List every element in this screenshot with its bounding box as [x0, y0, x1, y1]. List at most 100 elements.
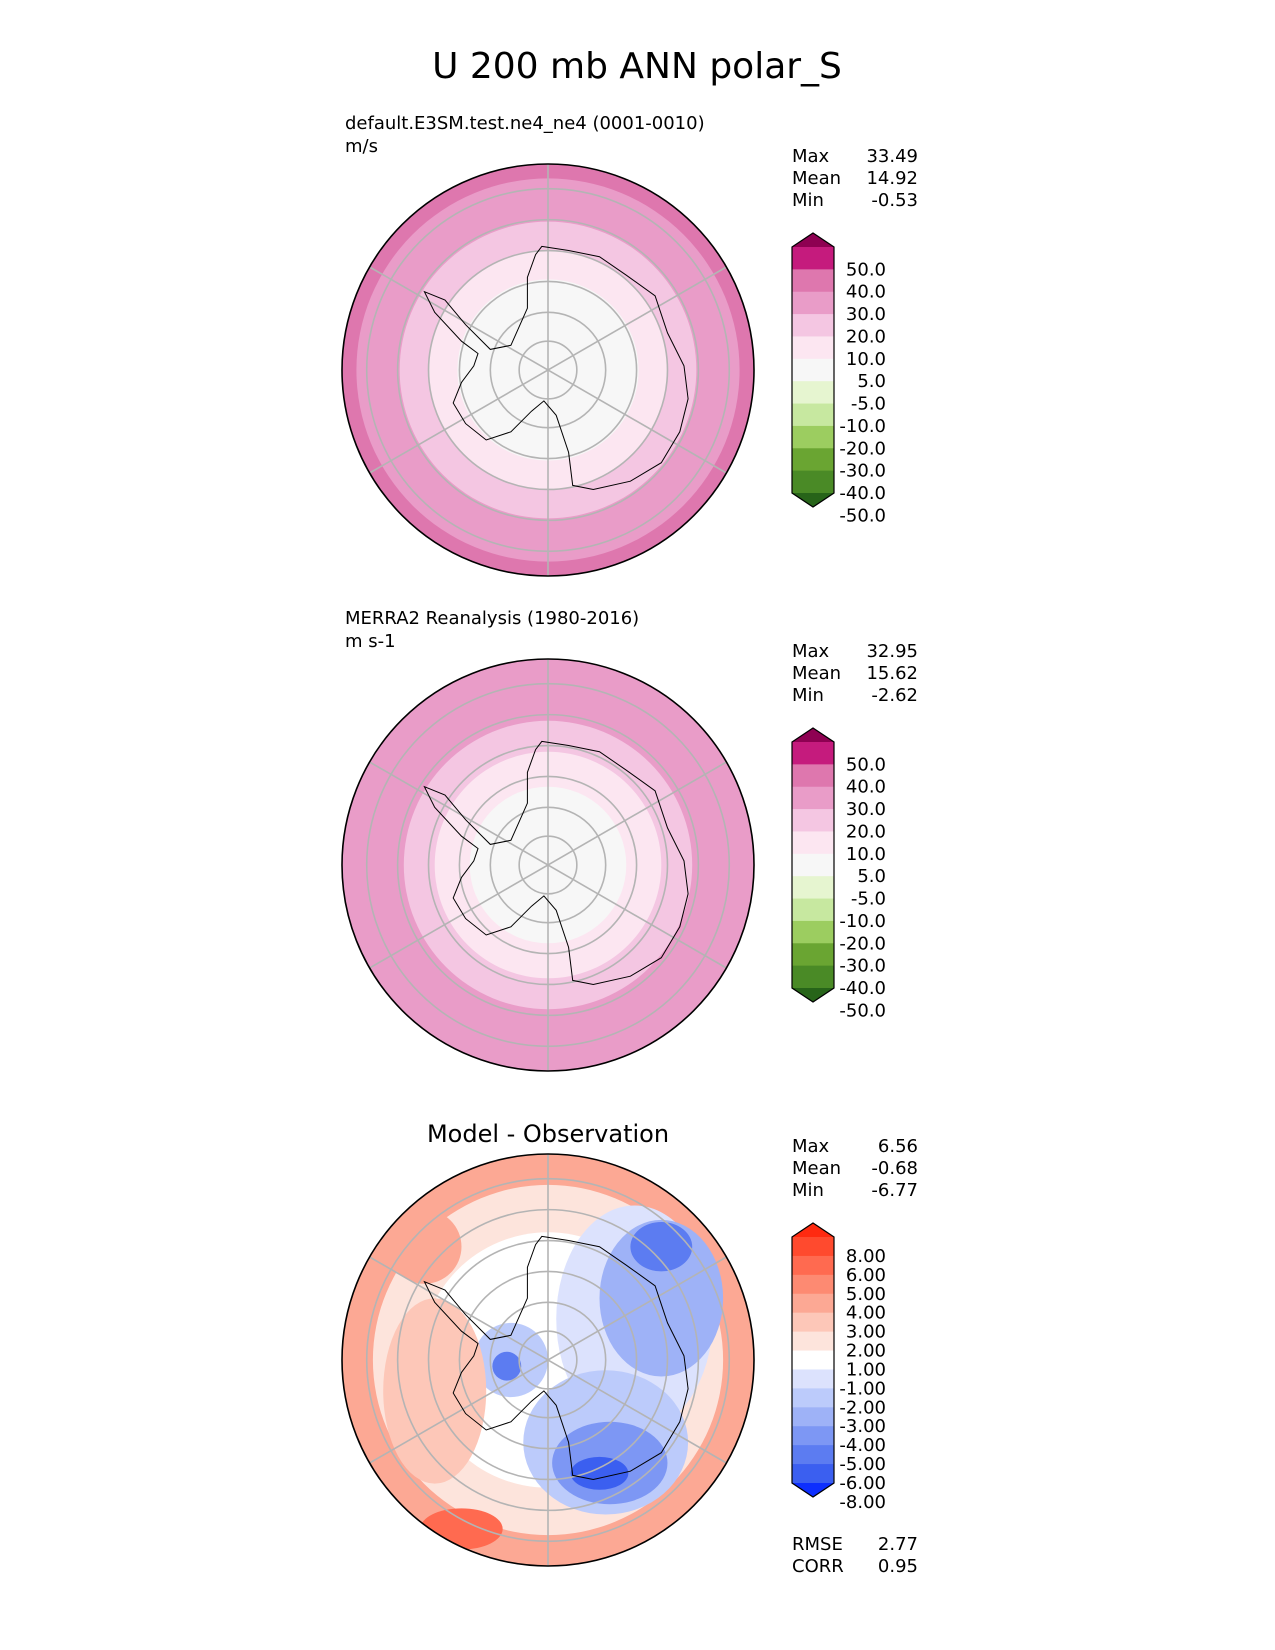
colorbar-tick-label: 40.0: [846, 777, 886, 798]
colorbar-segment: [792, 1350, 834, 1370]
stat-corr-value: 0.95: [878, 1556, 918, 1577]
colorbar-extend-top: [792, 233, 834, 247]
colorbar-outline: [791, 232, 835, 508]
map-border: [341, 658, 755, 1072]
stat-rmse-value: 2.77: [878, 1534, 918, 1555]
colorbar-segment: [792, 247, 834, 270]
contour-patch-2: [599, 1219, 724, 1377]
colorbar-segment: [792, 1464, 834, 1484]
colorbar-segment: [792, 1388, 834, 1408]
colorbar-segment: [792, 809, 834, 832]
contour-patch-6: [570, 1456, 629, 1490]
stat-max-value: 32.95: [866, 641, 918, 662]
stat-mean-label: Mean: [792, 663, 841, 684]
colorbar: 50.040.030.020.010.05.0-5.0-10.0-20.0-30…: [791, 232, 886, 526]
panel-1: default.E3SM.test.ne4_ne4 (0001-0010)m/s…: [341, 113, 918, 577]
stat-min-label: Min: [792, 685, 824, 706]
coastline: [423, 1235, 689, 1481]
colorbar-tick-label: 40.0: [846, 282, 886, 303]
colorbar-tick-label: 50.0: [846, 259, 886, 280]
colorbar: 50.040.030.020.010.05.0-5.0-10.0-20.0-30…: [791, 727, 886, 1021]
colorbar-tick-label: -10.0: [839, 416, 886, 437]
colorbar-segment: [792, 448, 834, 472]
colorbar-tick-label: -10.0: [839, 911, 886, 932]
stat-min-value: -0.53: [871, 190, 918, 211]
panel-subtitle: default.E3SM.test.ne4_ne4 (0001-0010): [345, 113, 705, 134]
map-border: [341, 1153, 755, 1567]
colorbar-tick-label: 30.0: [846, 799, 886, 820]
colorbar-tick-label: 20.0: [846, 326, 886, 347]
colorbar-tick-label: -5.0: [851, 889, 886, 910]
colorbar-tick-label: -1.00: [839, 1378, 886, 1399]
colorbar-tick-label: -2.00: [839, 1397, 886, 1418]
colorbar-tick-label: 10.0: [846, 349, 886, 370]
colorbar-tick-label: -4.00: [839, 1435, 886, 1456]
stat-mean-value: 14.92: [866, 168, 918, 189]
colorbar-extend-bottom: [792, 988, 834, 1002]
colorbar-segment: [792, 291, 834, 315]
colorbar-tick-label: -50.0: [839, 1000, 886, 1021]
colorbar-segment: [792, 742, 834, 765]
stat-max-value: 33.49: [866, 146, 918, 167]
colorbar-segment: [792, 920, 834, 944]
colorbar-segment: [792, 425, 834, 449]
stat-mean-label: Mean: [792, 168, 841, 189]
contour-patch-9: [383, 1298, 487, 1484]
colorbar-tick-label: 3.00: [846, 1322, 886, 1343]
colorbar-tick-label: 5.00: [846, 1284, 886, 1305]
panel-subtitle: MERRA2 Reanalysis (1980-2016): [345, 608, 639, 629]
stat-max-label: Max: [792, 1136, 830, 1157]
contour-patch-11: [420, 1508, 503, 1550]
colorbar-segment: [792, 470, 834, 494]
colorbar-tick-label: 20.0: [846, 821, 886, 842]
colorbar-segment: [792, 786, 834, 810]
colorbar-segment: [792, 269, 834, 293]
stat-min-value: -2.62: [871, 685, 918, 706]
colorbar-tick-label: 4.00: [846, 1303, 886, 1324]
colorbar-segment: [792, 1369, 834, 1389]
colorbar-segment: [792, 965, 834, 989]
coastline: [423, 245, 689, 491]
colorbar-tick-label: -20.0: [839, 438, 886, 459]
colorbar-tick-label: 8.00: [846, 1246, 886, 1267]
colorbar-tick-label: -6.00: [839, 1473, 886, 1494]
colorbar-tick-label: 5.0: [857, 866, 886, 887]
colorbar-segment: [792, 336, 834, 360]
colorbar-tick-label: 6.00: [846, 1265, 886, 1286]
colorbar-segment: [792, 1312, 834, 1333]
colorbar-segment: [792, 764, 834, 788]
stat-corr-label: CORR: [792, 1556, 844, 1577]
colorbar-tick-label: -40.0: [839, 483, 886, 504]
map-2: [342, 659, 754, 1071]
colorbar-segment: [792, 403, 834, 427]
figure-title: U 200 mb ANN polar_S: [432, 46, 842, 87]
colorbar-extend-bottom: [792, 493, 834, 507]
colorbar-tick-label: -3.00: [839, 1416, 886, 1437]
colorbar-segment: [792, 1274, 834, 1295]
colorbar-tick-label: 2.00: [846, 1341, 886, 1362]
colorbar-extend-bottom: [792, 1483, 834, 1497]
colorbar-tick-label: -50.0: [839, 505, 886, 526]
map-1: [342, 164, 754, 576]
colorbar-segment: [792, 831, 834, 855]
stat-max-value: 6.56: [878, 1136, 918, 1157]
panel-2: MERRA2 Reanalysis (1980-2016)m s-1 Max 32.…: [341, 608, 918, 1072]
colorbar-tick-label: -20.0: [839, 933, 886, 954]
colorbar-segment: [792, 943, 834, 967]
stat-max-label: Max: [792, 641, 830, 662]
colorbar-tick-label: -30.0: [839, 461, 886, 482]
stat-mean-value: -0.68: [871, 1158, 918, 1179]
colorbar-segment: [792, 314, 834, 337]
stat-max-label: Max: [792, 146, 830, 167]
colorbar-segment: [792, 1331, 834, 1352]
stat-mean-label: Mean: [792, 1158, 841, 1179]
colorbar-segment: [792, 853, 834, 877]
colorbar-tick-label: -8.00: [839, 1492, 886, 1513]
stat-min-label: Min: [792, 190, 824, 211]
stat-min-value: -6.77: [871, 1180, 918, 1201]
colorbar-segment: [792, 876, 834, 900]
colorbar-segment: [792, 381, 834, 405]
colorbar-outline: [791, 727, 835, 1003]
contour-patch-10: [387, 1209, 462, 1284]
